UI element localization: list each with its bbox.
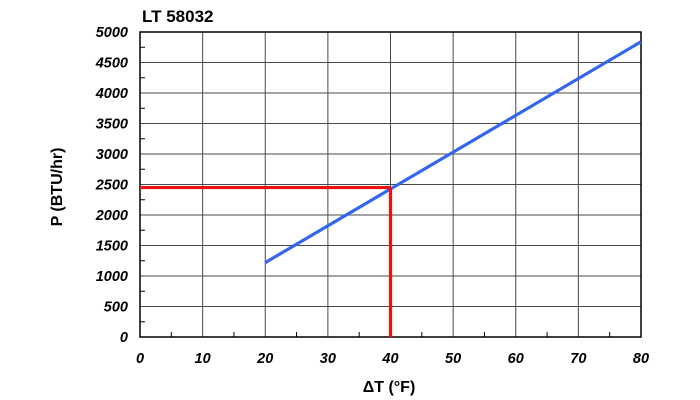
x-tick-label: 80	[633, 351, 649, 367]
y-tick-label: 3500	[96, 117, 128, 133]
y-tick-label: 0	[120, 330, 128, 346]
y-tick-label: 1000	[96, 269, 128, 285]
y-tick-label: 4000	[95, 86, 128, 102]
x-tick-label: 50	[445, 351, 461, 367]
chart-title: LT 58032	[142, 7, 214, 26]
minor-ticks	[140, 46, 611, 337]
y-tick-label: 2000	[95, 208, 128, 224]
x-tick-label: 60	[508, 351, 524, 367]
y-tick-label: 2500	[95, 178, 128, 194]
x-tick-labels: 0 10 20 30 40 50 60 70 80	[136, 351, 649, 367]
y-tick-labels: 0 500 1000 1500 2000 2500 3000 3500 4000 4500 5000	[95, 25, 128, 346]
y-tick-label: 4500	[95, 56, 128, 72]
series-layer	[264, 40, 642, 264]
x-tick-label: 70	[570, 351, 586, 367]
x-tick-label: 0	[136, 351, 144, 367]
x-tick-label: 40	[381, 351, 398, 367]
x-axis-label: ΔT (°F)	[363, 379, 416, 396]
reference-lines	[140, 185, 393, 337]
x-tick-label: 10	[195, 351, 211, 367]
series-line	[264, 40, 642, 264]
y-tick-label: 1500	[96, 239, 128, 255]
x-tick-label: 20	[256, 351, 273, 367]
y-tick-label: 3000	[96, 147, 128, 163]
y-tick-label: 5000	[96, 25, 128, 41]
y-tick-label: 500	[104, 300, 128, 316]
x-tick-label: 30	[320, 351, 336, 367]
y-axis-label: P (BTU/hr)	[49, 148, 66, 227]
